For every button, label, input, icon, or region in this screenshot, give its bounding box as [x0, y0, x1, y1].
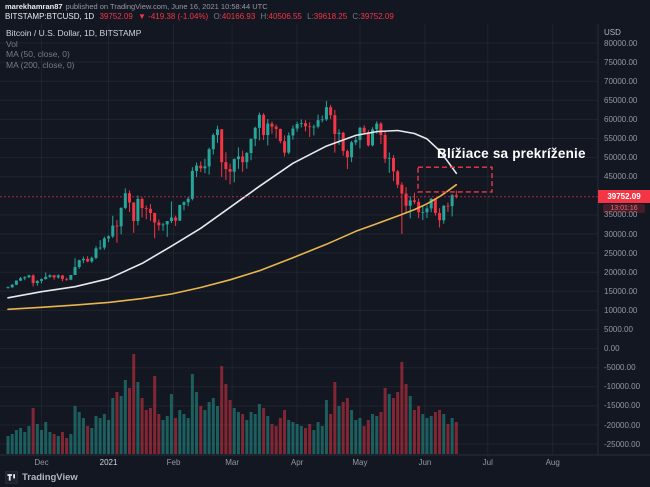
price-chart-canvas — [0, 24, 650, 456]
price-axis-unit: USD — [604, 28, 621, 37]
price-axis-label: 35000.00 — [604, 210, 638, 220]
price-axis-label: 25000.00 — [604, 248, 638, 258]
brand-name[interactable]: TradingView — [22, 472, 78, 483]
tradingview-logo-icon[interactable] — [4, 470, 19, 485]
last-price-badge: 39752.09 — [598, 189, 650, 203]
price-axis-label: -25000.00 — [604, 439, 641, 449]
time-axis-label[interactable]: Feb — [166, 458, 181, 467]
chart-title[interactable]: Bitcoin / U.S. Dollar, 1D, BITSTAMP — [6, 28, 142, 38]
price-axis-label: 75000.00 — [604, 57, 638, 67]
publish-info-bar: marekhamran87 published on TradingView.co… — [5, 2, 268, 11]
ma50-line — [7, 129, 458, 299]
symbol-name[interactable]: BITSTAMP:BTCUSD, 1D — [5, 12, 95, 21]
high-label: H: — [260, 12, 269, 21]
footer-branding: TradingView — [4, 470, 78, 485]
price-axis-label: 30000.00 — [604, 229, 638, 239]
price-axis-label: -20000.00 — [604, 420, 641, 430]
price-axis-label: -15000.00 — [604, 401, 641, 411]
price-axis-label: 80000.00 — [604, 38, 638, 48]
time-axis-label[interactable]: Aug — [545, 458, 560, 467]
ma50-indicator-label[interactable]: MA (50, close, 0) — [6, 49, 70, 59]
price-axis-label: 0.00 — [604, 344, 620, 354]
vol-indicator-label[interactable]: Vol — [6, 38, 18, 49]
close-value: 39752.09 — [360, 12, 394, 21]
grid-lines — [0, 24, 598, 455]
price-axis-label: 65000.00 — [604, 95, 638, 105]
symbol-info-bar: BITSTAMP:BTCUSD, 1D 39752.09 ▼ -419.38 (… — [5, 12, 397, 21]
time-axis-label[interactable]: Jul — [482, 458, 493, 467]
last-price: 39752.09 — [99, 12, 133, 21]
low-label: L: — [307, 12, 314, 21]
open-value: 40166.93 — [221, 12, 256, 21]
chart-legend: Bitcoin / U.S. Dollar, 1D, BITSTAMP Vol … — [6, 28, 141, 70]
close-label: C: — [352, 12, 361, 21]
ma200-line — [7, 183, 458, 311]
time-axis[interactable]: Dec 2021 Feb Mar Apr May Jun Jul Aug — [0, 458, 598, 472]
high-value: 40506.55 — [268, 12, 302, 21]
price-axis-label: 20000.00 — [604, 267, 638, 277]
ma200-indicator-label[interactable]: MA (200, close, 0) — [6, 59, 75, 70]
publish-text: published on TradingView.com, June 16, 2… — [65, 2, 268, 11]
price-axis-label: 15000.00 — [604, 286, 638, 296]
volume-series — [6, 354, 458, 454]
time-axis-label[interactable]: Mar — [225, 458, 240, 467]
highlight-box[interactable] — [417, 166, 493, 193]
time-axis-label[interactable]: Jun — [418, 458, 432, 467]
price-change: ▼ -419.38 (-1.04%) — [138, 12, 209, 21]
time-axis-label[interactable]: 2021 — [99, 458, 118, 467]
price-axis-label: -5000.00 — [604, 363, 636, 373]
price-axis-label: 60000.00 — [604, 114, 638, 124]
time-axis-label[interactable]: Dec — [34, 458, 49, 467]
price-axis-label: 50000.00 — [604, 153, 638, 163]
low-value: 39618.25 — [313, 12, 348, 21]
price-axis-label: -10000.00 — [604, 382, 641, 392]
chart-annotation-text[interactable]: Blížiace sa prekríženie — [437, 146, 586, 161]
time-axis-label[interactable]: Apr — [290, 458, 304, 467]
price-axis-label: 70000.00 — [604, 76, 638, 86]
price-axis[interactable]: USD 80000.00 75000.00 70000.00 65000.00 6000… — [598, 24, 650, 455]
chart-area[interactable]: Bitcoin / U.S. Dollar, 1D, BITSTAMP Vol … — [0, 24, 650, 487]
bar-close-countdown: 13:01:16 — [603, 204, 645, 214]
price-axis-label: 10000.00 — [604, 305, 638, 315]
time-axis-label[interactable]: May — [352, 458, 368, 467]
price-axis-label: 5000.00 — [604, 325, 633, 334]
open-label: O: — [213, 12, 222, 21]
price-axis-label: 45000.00 — [604, 172, 638, 182]
price-axis-label: 55000.00 — [604, 134, 638, 143]
username[interactable]: marekhamran87 — [5, 2, 63, 11]
